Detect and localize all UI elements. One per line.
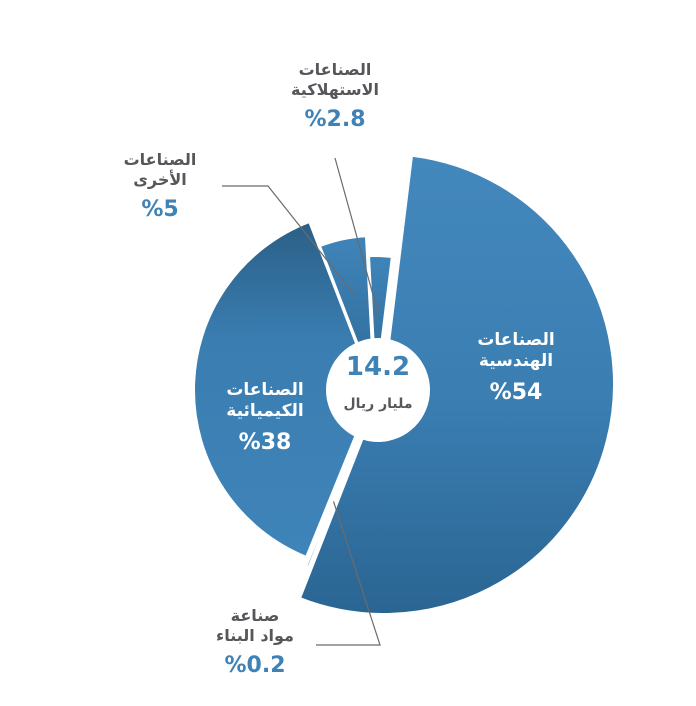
label-building-value: %0.2	[224, 653, 286, 678]
label-other: الصناعات الأخرى %5	[100, 150, 220, 224]
label-consumer: الصناعات الاستهلاكية %2.8	[265, 60, 405, 134]
label-other-line2: الأخرى	[133, 170, 187, 189]
leader-line-other	[222, 185, 356, 296]
label-chemical-value: %38	[238, 429, 292, 455]
label-consumer-line1: الصناعات	[298, 60, 372, 79]
leader-line-building-materials	[316, 501, 381, 646]
label-chemical: الصناعات الكيميائية %38	[200, 380, 330, 456]
leader-line-consumer	[334, 157, 380, 315]
label-engineering: الصناعات الهندسية %54	[456, 330, 576, 406]
label-building-line1: صناعة	[230, 606, 280, 625]
label-engineering-value: %54	[489, 379, 543, 405]
label-chemical-line1: الصناعات	[226, 380, 304, 400]
label-consumer-line2: الاستهلاكية	[291, 80, 379, 99]
label-other-value: %5	[141, 197, 179, 222]
label-building-materials: صناعة مواد البناء %0.2	[195, 606, 315, 680]
label-engineering-line2: الهندسية	[478, 351, 554, 372]
label-chemical-line2: الكيميائية	[226, 401, 304, 422]
center-hole	[326, 338, 430, 442]
slice-engineering	[298, 154, 615, 615]
label-other-line1: الصناعات	[123, 150, 197, 169]
label-engineering-line1: الصناعات	[477, 330, 555, 350]
slice-chemical	[193, 220, 376, 559]
center-total-unit: مليار ريال	[343, 396, 413, 412]
center-total-value: 14.2	[345, 352, 411, 382]
label-consumer-value: %2.8	[304, 107, 366, 132]
label-building-line2: مواد البناء	[216, 626, 294, 645]
